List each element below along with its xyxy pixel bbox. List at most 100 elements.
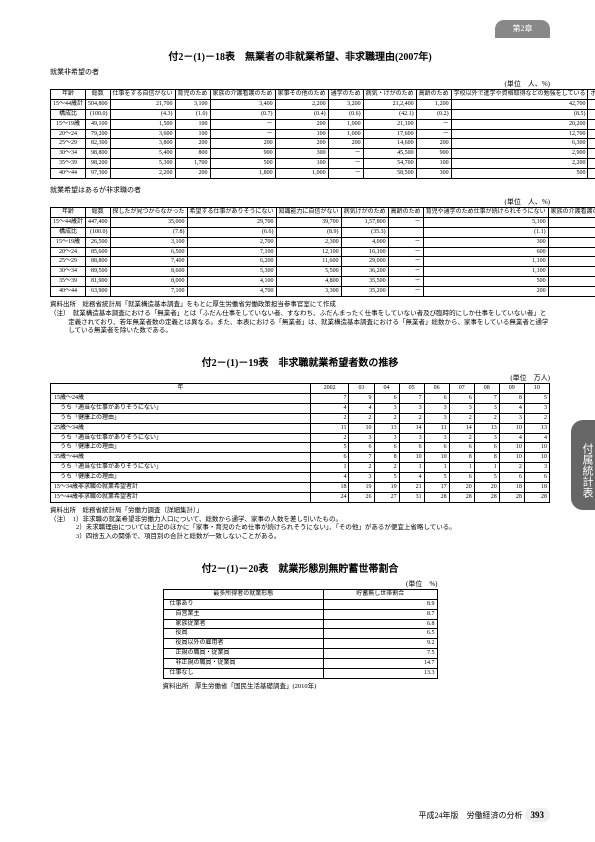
note-line: 3）四捨五入の関係で、項目別の合計と総数が一致しないことがある。 bbox=[50, 533, 550, 542]
row-label: 25歳～34歳 bbox=[51, 423, 311, 433]
cell: 6 bbox=[349, 443, 374, 453]
row-label: 25～29 bbox=[51, 257, 86, 267]
cell: 29,000 bbox=[341, 257, 388, 267]
cell: 200 bbox=[275, 119, 328, 129]
cell: (100.0) bbox=[86, 227, 111, 237]
cell: 3,100 bbox=[110, 237, 187, 247]
col-header: 2002 bbox=[310, 384, 349, 394]
cell: 88,800 bbox=[86, 257, 111, 267]
cell: 14.7 bbox=[324, 659, 437, 669]
cell: 1,900 bbox=[328, 119, 363, 129]
cell: 27 bbox=[374, 492, 399, 502]
cell: 1,57,800 bbox=[341, 217, 388, 227]
cell: 82,300 bbox=[86, 139, 111, 149]
col-header: 年齢 bbox=[51, 90, 86, 100]
cell: 36,200 bbox=[341, 267, 388, 277]
cell: 18 bbox=[499, 483, 524, 493]
cell: 4,700 bbox=[187, 287, 276, 297]
cell: 3 bbox=[399, 403, 424, 413]
cell: － bbox=[388, 277, 423, 287]
cell: 13 bbox=[474, 423, 499, 433]
cell: 2 bbox=[449, 413, 474, 423]
col-header: 家事その他のため bbox=[275, 90, 328, 100]
cell: (42.1) bbox=[363, 109, 416, 119]
row-label: 役員以外の雇用者 bbox=[163, 639, 324, 649]
page-number: 393 bbox=[525, 808, 551, 822]
cell: 447,400 bbox=[86, 217, 111, 227]
cell: － bbox=[328, 149, 363, 159]
cell: 2 bbox=[474, 413, 499, 423]
cell: － bbox=[388, 247, 423, 257]
cell: 5 bbox=[374, 473, 399, 483]
row-label: 40～44 bbox=[51, 169, 86, 179]
cell: 600 bbox=[588, 159, 595, 169]
col-header: 06 bbox=[424, 384, 449, 394]
col-header: 探したが見つからなかった bbox=[110, 208, 187, 218]
cell: 2,200 bbox=[451, 159, 588, 169]
cell: 7 bbox=[349, 453, 374, 463]
row-label: うち「適当な仕事がありそうにない」 bbox=[51, 403, 311, 413]
col-header: 通学のため bbox=[328, 90, 363, 100]
cell: 3,100 bbox=[175, 99, 210, 109]
col-header: 年齢 bbox=[51, 208, 86, 218]
cell: 20,200 bbox=[451, 119, 588, 129]
cell: 900 bbox=[210, 149, 275, 159]
row-label: 15～44歳計 bbox=[51, 217, 86, 227]
col-header: 10 bbox=[524, 384, 549, 394]
t18-subcap-a: 就業非希望の者 bbox=[50, 67, 550, 77]
cell: 58,500 bbox=[363, 169, 416, 179]
cell: 12,700 bbox=[451, 129, 588, 139]
cell: 7,400 bbox=[110, 257, 187, 267]
cell: 3 bbox=[474, 433, 499, 443]
cell: 89,500 bbox=[86, 267, 111, 277]
cell: 13 bbox=[524, 423, 549, 433]
cell: 29,700 bbox=[187, 217, 276, 227]
cell: 1,200 bbox=[416, 99, 451, 109]
cell: 6 bbox=[449, 393, 474, 403]
col-header: 07 bbox=[449, 384, 474, 394]
row-label: 15～44歳計 bbox=[51, 99, 86, 109]
cell: 200 bbox=[175, 139, 210, 149]
cell: 2,300 bbox=[276, 237, 341, 247]
row-label: 15～44歳非求職の就業希望者計 bbox=[51, 492, 311, 502]
cell: 2 bbox=[374, 463, 399, 473]
cell: 2,200 bbox=[110, 169, 175, 179]
row-label: うち「適当な仕事がありそうにない」 bbox=[51, 433, 311, 443]
cell: 63,900 bbox=[86, 287, 111, 297]
cell: 42,700 bbox=[451, 99, 588, 109]
cell: 3 bbox=[449, 403, 474, 413]
t18-table-b: 年齢総数探したが見つからなかった希望する仕事がありそうにない知識能力に自信がない… bbox=[50, 207, 595, 297]
cell: 14 bbox=[399, 423, 424, 433]
cell: － bbox=[328, 169, 363, 179]
cell: (6.6) bbox=[187, 227, 276, 237]
cell: 5 bbox=[424, 473, 449, 483]
cell: 9.2 bbox=[324, 639, 437, 649]
col-header: 最多所得者の就業形態 bbox=[163, 589, 324, 599]
cell: 100 bbox=[275, 129, 328, 139]
cell: 6 bbox=[399, 443, 424, 453]
col-header: 総数 bbox=[86, 208, 111, 218]
cell: 35,500 bbox=[341, 277, 388, 287]
cell: 35,000 bbox=[110, 217, 187, 227]
t20-table: 最多所得者の就業形態貯蓄無し世帯割合仕事あり8.9 自営業主8.7 家族従業者6… bbox=[163, 589, 438, 679]
row-label: 仕事あり bbox=[163, 599, 324, 609]
cell: 400 bbox=[588, 129, 595, 139]
cell: 2,200 bbox=[275, 99, 328, 109]
cell: 800 bbox=[175, 149, 210, 159]
cell: 18 bbox=[524, 483, 549, 493]
cell: (1.1) bbox=[423, 227, 548, 237]
cell: 10 bbox=[524, 453, 549, 463]
col-header: 育児や通学のため仕事が続けられそうにない bbox=[423, 208, 548, 218]
cell: 4,100 bbox=[187, 277, 276, 287]
cell: 26 bbox=[349, 492, 374, 502]
t18-table-a: 年齢総数仕事をする自信がない育児のため家族の介護看護のため家事その他のため通学の… bbox=[50, 89, 595, 179]
cell: 7 bbox=[310, 393, 349, 403]
row-label: うち「健康上の理由」 bbox=[51, 443, 311, 453]
cell: 4 bbox=[349, 403, 374, 413]
cell: 7.5 bbox=[324, 649, 437, 659]
cell: 28 bbox=[499, 492, 524, 502]
row-label: 15～19歳 bbox=[51, 237, 86, 247]
cell: 400 bbox=[588, 139, 595, 149]
cell: 2 bbox=[524, 413, 549, 423]
t20-title: 付2－(1)－20表 就業形態別無貯蓄世帯割合 bbox=[50, 560, 550, 575]
